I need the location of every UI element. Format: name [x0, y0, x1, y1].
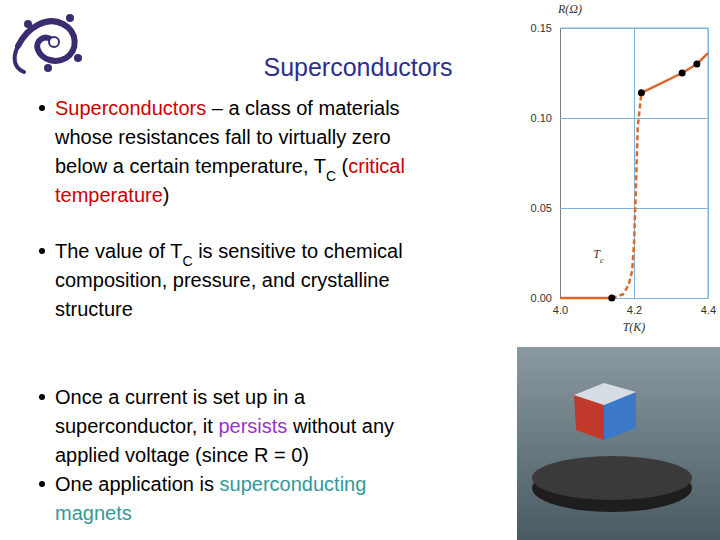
tick-label: 4.2 [627, 304, 642, 316]
bullet-line: superconductor, it persists without any [55, 415, 394, 437]
bullet-line: temperature) [55, 184, 170, 206]
bullet-dot [39, 481, 45, 487]
text-run: ) [163, 184, 170, 206]
text-run: without any [287, 415, 394, 437]
photo [517, 347, 720, 540]
logo-foot [66, 14, 74, 22]
bullet-line: applied voltage (since R = 0) [55, 444, 309, 466]
tick-label: 4.4 [701, 304, 716, 316]
tick: 0.10 [531, 112, 708, 124]
point [608, 295, 615, 302]
point [679, 70, 686, 77]
text-run: critical [348, 155, 405, 177]
grid-line [560, 298, 708, 299]
subscript: C [182, 253, 192, 269]
slide: SuperconductorsSuperconductors – a class… [0, 0, 720, 540]
text-run: – a class of materials [206, 97, 399, 119]
bullet-line: magnets [55, 502, 132, 524]
line [641, 53, 708, 93]
point [693, 61, 700, 68]
logo-tail [15, 46, 24, 72]
text-run: Once a current is set up in a [55, 386, 306, 408]
bullet-line: structure [55, 298, 133, 320]
text-run: below a certain temperature, T [55, 155, 326, 177]
logo-foot [74, 54, 82, 62]
annotation: Tc [593, 247, 604, 265]
title: Superconductors [263, 53, 452, 81]
grid-line [560, 28, 561, 298]
text-run: is sensitive to chemical [193, 240, 403, 262]
text-run: superconducting [220, 473, 367, 495]
text-run: whose resistances fall to virtually zero [54, 126, 391, 148]
plot-frame [560, 28, 708, 298]
plot-background [560, 28, 708, 298]
bullet-line: The value of TC is sensitive to chemical [55, 240, 403, 269]
text-run: superconductor, it [55, 415, 218, 437]
y-axis: 0.00 0.05 0.10 0.15 [531, 22, 708, 304]
text-run: temperature [55, 184, 163, 206]
x-axis: 4.0 4.2 4.4 [553, 28, 716, 316]
bullet-line: whose resistances fall to virtually zero [54, 126, 391, 148]
line [612, 93, 642, 298]
text-run: persists [218, 415, 287, 437]
text-run: composition, pressure, and crystalline [55, 269, 390, 291]
subscript: C [326, 168, 336, 184]
photo-disk-top [532, 456, 692, 500]
bullet-dot [39, 394, 45, 400]
point [638, 89, 645, 96]
tick: 0.05 [531, 202, 708, 214]
tick-label: 0.10 [531, 112, 552, 124]
text-run: Superconductors [55, 97, 206, 119]
x-axis-title: T(K) [623, 320, 646, 334]
text-run: structure [55, 298, 133, 320]
bullet-line: Superconductors – a class of materials [55, 97, 400, 119]
logo-foot [24, 20, 32, 28]
text-run: The value of T [55, 240, 182, 262]
bullet-dot [39, 105, 45, 111]
text-run: applied voltage (since R = 0) [55, 444, 309, 466]
marks [560, 53, 708, 301]
text-run: One application is [55, 473, 220, 495]
chart: 4.0 4.2 4.4 0.00 0.05 0.10 0.15 Tc R(Ω) T(K) [531, 2, 717, 334]
tick: 4.2 [627, 28, 642, 316]
y-axis-title: R(Ω) [557, 2, 582, 16]
logo-foot [44, 64, 52, 72]
tick-label: 4.0 [553, 304, 568, 316]
text-run: magnets [55, 502, 132, 524]
tick-label: 0.00 [531, 292, 552, 304]
bullet-line: below a certain temperature, TC (critica… [55, 155, 405, 184]
bullet-line: One application is superconducting [55, 473, 366, 495]
axis-line [561, 298, 709, 299]
bullet-line: Once a current is set up in a [55, 386, 306, 408]
logo [15, 14, 82, 72]
grid-line [560, 118, 708, 119]
tick-label: 0.05 [531, 202, 552, 214]
logo-atom [49, 37, 59, 47]
bullet-line: composition, pressure, and crystalline [55, 269, 390, 291]
annotation-subscript: c [600, 255, 604, 265]
tick: 4.0 [553, 28, 568, 316]
photo-bg [517, 347, 720, 540]
line [560, 297, 612, 300]
bullet-dot [39, 248, 45, 254]
text-run: ( [336, 155, 349, 177]
tick: 0.00 [531, 292, 708, 304]
photo-cube-top [574, 383, 636, 405]
tick-label: 0.15 [531, 22, 552, 34]
axis-line [560, 29, 561, 299]
